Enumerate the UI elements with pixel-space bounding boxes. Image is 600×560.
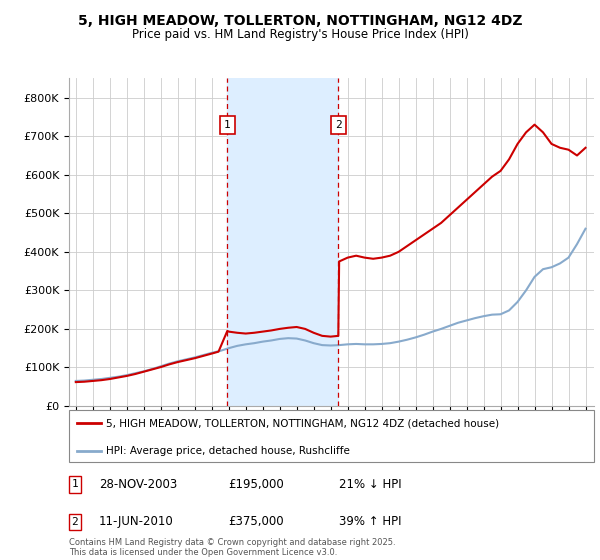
Text: 5, HIGH MEADOW, TOLLERTON, NOTTINGHAM, NG12 4DZ (detached house): 5, HIGH MEADOW, TOLLERTON, NOTTINGHAM, N… [106, 418, 499, 428]
Text: 1: 1 [224, 120, 231, 130]
Text: 1: 1 [71, 479, 79, 489]
Text: 28-NOV-2003: 28-NOV-2003 [99, 478, 177, 491]
Text: Price paid vs. HM Land Registry's House Price Index (HPI): Price paid vs. HM Land Registry's House … [131, 28, 469, 41]
Text: 5, HIGH MEADOW, TOLLERTON, NOTTINGHAM, NG12 4DZ: 5, HIGH MEADOW, TOLLERTON, NOTTINGHAM, N… [78, 14, 522, 28]
Text: Contains HM Land Registry data © Crown copyright and database right 2025.
This d: Contains HM Land Registry data © Crown c… [69, 538, 395, 557]
Text: 11-JUN-2010: 11-JUN-2010 [99, 515, 174, 529]
Text: HPI: Average price, detached house, Rushcliffe: HPI: Average price, detached house, Rush… [106, 446, 350, 456]
FancyBboxPatch shape [69, 410, 594, 462]
Text: £195,000: £195,000 [228, 478, 284, 491]
Bar [227, 78, 338, 406]
Text: 39% ↑ HPI: 39% ↑ HPI [339, 515, 401, 529]
Text: 21% ↓ HPI: 21% ↓ HPI [339, 478, 401, 491]
Text: £375,000: £375,000 [228, 515, 284, 529]
Text: 2: 2 [71, 517, 79, 527]
Text: 2: 2 [335, 120, 341, 130]
